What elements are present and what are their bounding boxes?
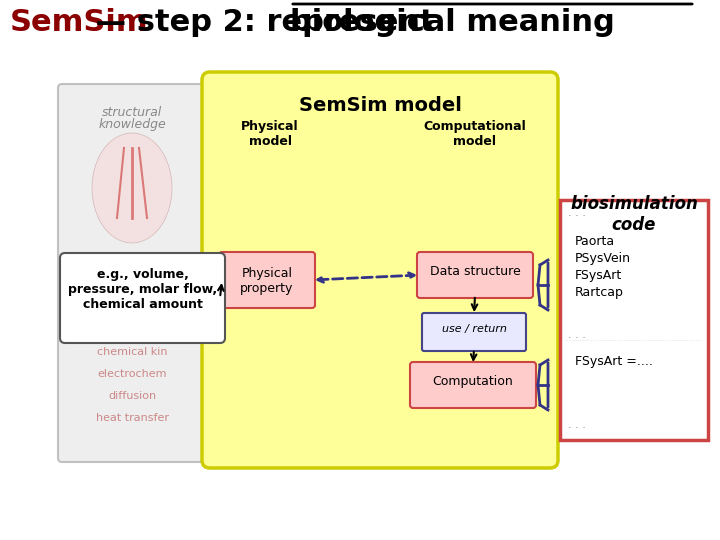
Text: PSysVein: PSysVein <box>575 252 631 265</box>
Text: Data structure: Data structure <box>430 265 521 278</box>
FancyBboxPatch shape <box>219 252 315 308</box>
Text: fluids: fluids <box>117 303 147 313</box>
Text: Computation: Computation <box>433 375 513 388</box>
Text: solids: solids <box>116 325 148 335</box>
Text: Physical
model: Physical model <box>241 120 299 148</box>
Text: diffusion: diffusion <box>108 391 156 401</box>
Text: Physical
property: Physical property <box>240 267 294 295</box>
Text: . . .: . . . <box>568 208 586 218</box>
Text: electrochem: electrochem <box>97 369 167 379</box>
Text: use / return: use / return <box>441 324 506 334</box>
Text: Paorta: Paorta <box>575 235 615 248</box>
FancyBboxPatch shape <box>422 313 526 351</box>
Text: . . .: . . . <box>568 420 586 430</box>
Text: FSysArt =....: FSysArt =.... <box>575 355 653 368</box>
FancyBboxPatch shape <box>417 252 533 298</box>
Text: heat transfer: heat transfer <box>96 413 168 423</box>
Text: SemSim model: SemSim model <box>299 96 462 115</box>
Text: — step 2: represent: — step 2: represent <box>85 8 445 37</box>
FancyBboxPatch shape <box>60 253 225 343</box>
Text: Rartcap: Rartcap <box>575 286 624 299</box>
Text: biosimulation
code: biosimulation code <box>570 195 698 234</box>
Text: Computational
model: Computational model <box>423 120 526 148</box>
Text: . . .: . . . <box>568 330 586 340</box>
Text: SemSim: SemSim <box>10 8 148 37</box>
FancyBboxPatch shape <box>410 362 536 408</box>
Ellipse shape <box>92 133 172 243</box>
Text: chemical kin: chemical kin <box>96 347 167 357</box>
FancyBboxPatch shape <box>58 84 206 462</box>
FancyBboxPatch shape <box>202 72 558 468</box>
Text: FSysArt: FSysArt <box>575 269 622 282</box>
FancyBboxPatch shape <box>560 200 708 440</box>
Text: e.g., volume,
pressure, molar flow,
chemical amount: e.g., volume, pressure, molar flow, chem… <box>68 268 217 311</box>
Text: structural: structural <box>102 106 162 119</box>
Text: knowledge: knowledge <box>98 118 166 131</box>
Text: biological meaning: biological meaning <box>290 8 615 37</box>
